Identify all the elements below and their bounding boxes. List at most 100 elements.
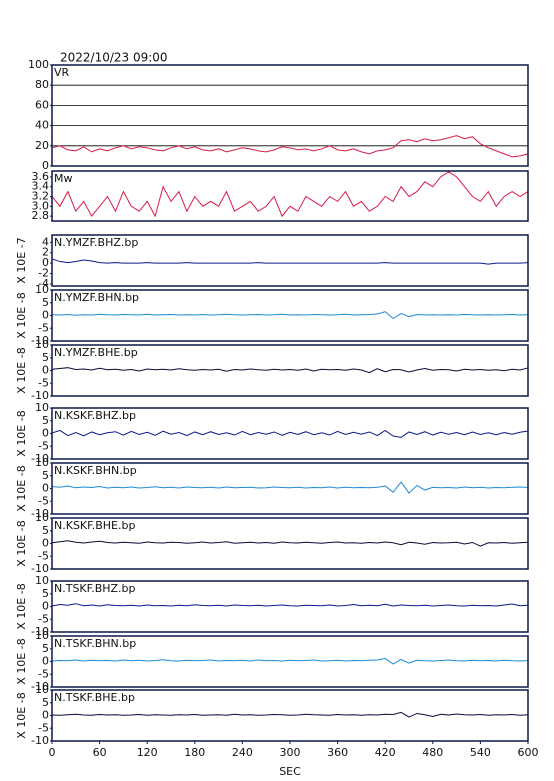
- trace: [51, 657, 529, 665]
- panel-label: VR: [54, 66, 70, 79]
- y-tick-label: 5: [42, 469, 49, 482]
- x-tick-label: 300: [280, 746, 301, 759]
- panel-label: N.KSKF.BHZ.bp: [54, 409, 136, 422]
- y-axis-label: X 10E -8: [15, 583, 28, 629]
- y-tick-label: -10: [31, 625, 49, 638]
- x-tick-label: 360: [327, 746, 348, 759]
- trace: [51, 603, 529, 607]
- y-tick-label: 0: [42, 309, 49, 322]
- y-tick-label: 0: [42, 159, 49, 172]
- y-tick-label: -10: [31, 334, 49, 347]
- x-tick-label: 600: [518, 746, 539, 759]
- trace: [51, 711, 529, 718]
- y-axis-label: X 10E -8: [15, 465, 28, 511]
- y-axis-label: X 10E -8: [15, 692, 28, 738]
- y-tick-label: 5: [42, 351, 49, 364]
- y-tick-label: 2.8: [32, 209, 50, 222]
- y-tick-label: 10: [35, 511, 49, 524]
- trace: [51, 258, 529, 265]
- y-tick-label: 10: [35, 338, 49, 351]
- panel-frame: [51, 407, 529, 460]
- y-tick-label: 3.4: [32, 180, 50, 193]
- y-tick-label: -10: [31, 389, 49, 402]
- y-tick-label: 0: [42, 600, 49, 613]
- y-tick-label: -4: [38, 277, 49, 290]
- panel-label: N.YMZF.BHE.bp: [54, 346, 138, 359]
- panel-frame: [51, 344, 529, 397]
- y-tick-label: 20: [35, 139, 49, 152]
- y-tick-label: 80: [35, 78, 49, 91]
- panel-frame: [51, 289, 529, 342]
- panel-frame: [51, 580, 529, 633]
- y-axis-label: X 10E -7: [15, 237, 28, 283]
- x-tick-label: 480: [422, 746, 443, 759]
- y-tick-label: 10: [35, 574, 49, 587]
- y-tick-label: -10: [31, 734, 49, 747]
- x-tick-label: 420: [375, 746, 396, 759]
- y-tick-label: 5: [42, 587, 49, 600]
- trace: [51, 540, 529, 547]
- trace: [51, 429, 529, 438]
- y-tick-label: 0: [42, 256, 49, 269]
- y-axis-label: X 10E -8: [15, 347, 28, 393]
- y-tick-label: 60: [35, 98, 49, 111]
- y-tick-label: -2: [38, 267, 49, 280]
- y-tick-label: 10: [35, 283, 49, 296]
- y-tick-label: 5: [42, 296, 49, 309]
- y-tick-label: -5: [38, 494, 49, 507]
- panel-frame: [51, 635, 529, 688]
- panel-label: N.TSKF.BHE.bp: [54, 691, 135, 704]
- y-tick-label: 5: [42, 524, 49, 537]
- y-tick-label: -5: [38, 721, 49, 734]
- y-tick-label: 10: [35, 683, 49, 696]
- y-tick-label: 0: [42, 537, 49, 550]
- panel-label: N.KSKF.BHN.bp: [54, 464, 137, 477]
- panel-label: N.YMZF.BHZ.bp: [54, 236, 138, 249]
- y-tick-label: -5: [38, 376, 49, 389]
- panel-frame: [51, 234, 529, 287]
- y-tick-label: 5: [42, 414, 49, 427]
- x-axis-label: SEC: [279, 765, 301, 778]
- y-tick-label: 100: [28, 58, 49, 71]
- y-tick-label: -5: [38, 612, 49, 625]
- panel-frame: [51, 462, 529, 515]
- y-tick-label: 10: [35, 629, 49, 642]
- panel-label: N.TSKF.BHN.bp: [54, 637, 136, 650]
- y-tick-label: -5: [38, 549, 49, 562]
- chart-title: 2022/10/23 09:00: [60, 51, 168, 65]
- y-tick-label: -10: [31, 680, 49, 693]
- y-tick-label: 5: [42, 642, 49, 655]
- y-tick-label: 4: [42, 235, 49, 248]
- y-tick-label: 3.0: [32, 199, 50, 212]
- panel-label: N.TSKF.BHZ.bp: [54, 582, 136, 595]
- x-tick-label: 180: [184, 746, 205, 759]
- trace: [51, 481, 529, 494]
- y-tick-label: -10: [31, 507, 49, 520]
- trace: [51, 171, 529, 218]
- x-tick-label: 120: [137, 746, 158, 759]
- y-tick-label: 0: [42, 427, 49, 440]
- y-tick-label: 5: [42, 696, 49, 709]
- y-axis-label: X 10E -8: [15, 410, 28, 456]
- trace: [51, 367, 529, 374]
- y-tick-label: 0: [42, 655, 49, 668]
- panel-frame: [51, 170, 529, 222]
- y-tick-label: 10: [35, 456, 49, 469]
- y-tick-label: 3.6: [32, 170, 50, 183]
- trace: [51, 135, 529, 158]
- x-tick-label: 540: [470, 746, 491, 759]
- y-tick-label: 3.2: [32, 189, 50, 202]
- y-tick-label: 0: [42, 482, 49, 495]
- x-tick-label: 0: [49, 746, 56, 759]
- y-tick-label: -10: [31, 562, 49, 575]
- y-tick-label: -5: [38, 439, 49, 452]
- y-tick-label: 40: [35, 119, 49, 132]
- panel-label: N.YMZF.BHN.bp: [54, 291, 139, 304]
- y-tick-label: 10: [35, 401, 49, 414]
- y-tick-label: 0: [42, 709, 49, 722]
- y-axis-label: X 10E -8: [15, 292, 28, 338]
- panel-frame: [51, 517, 529, 570]
- y-tick-label: 0: [42, 364, 49, 377]
- y-tick-label: -5: [38, 321, 49, 334]
